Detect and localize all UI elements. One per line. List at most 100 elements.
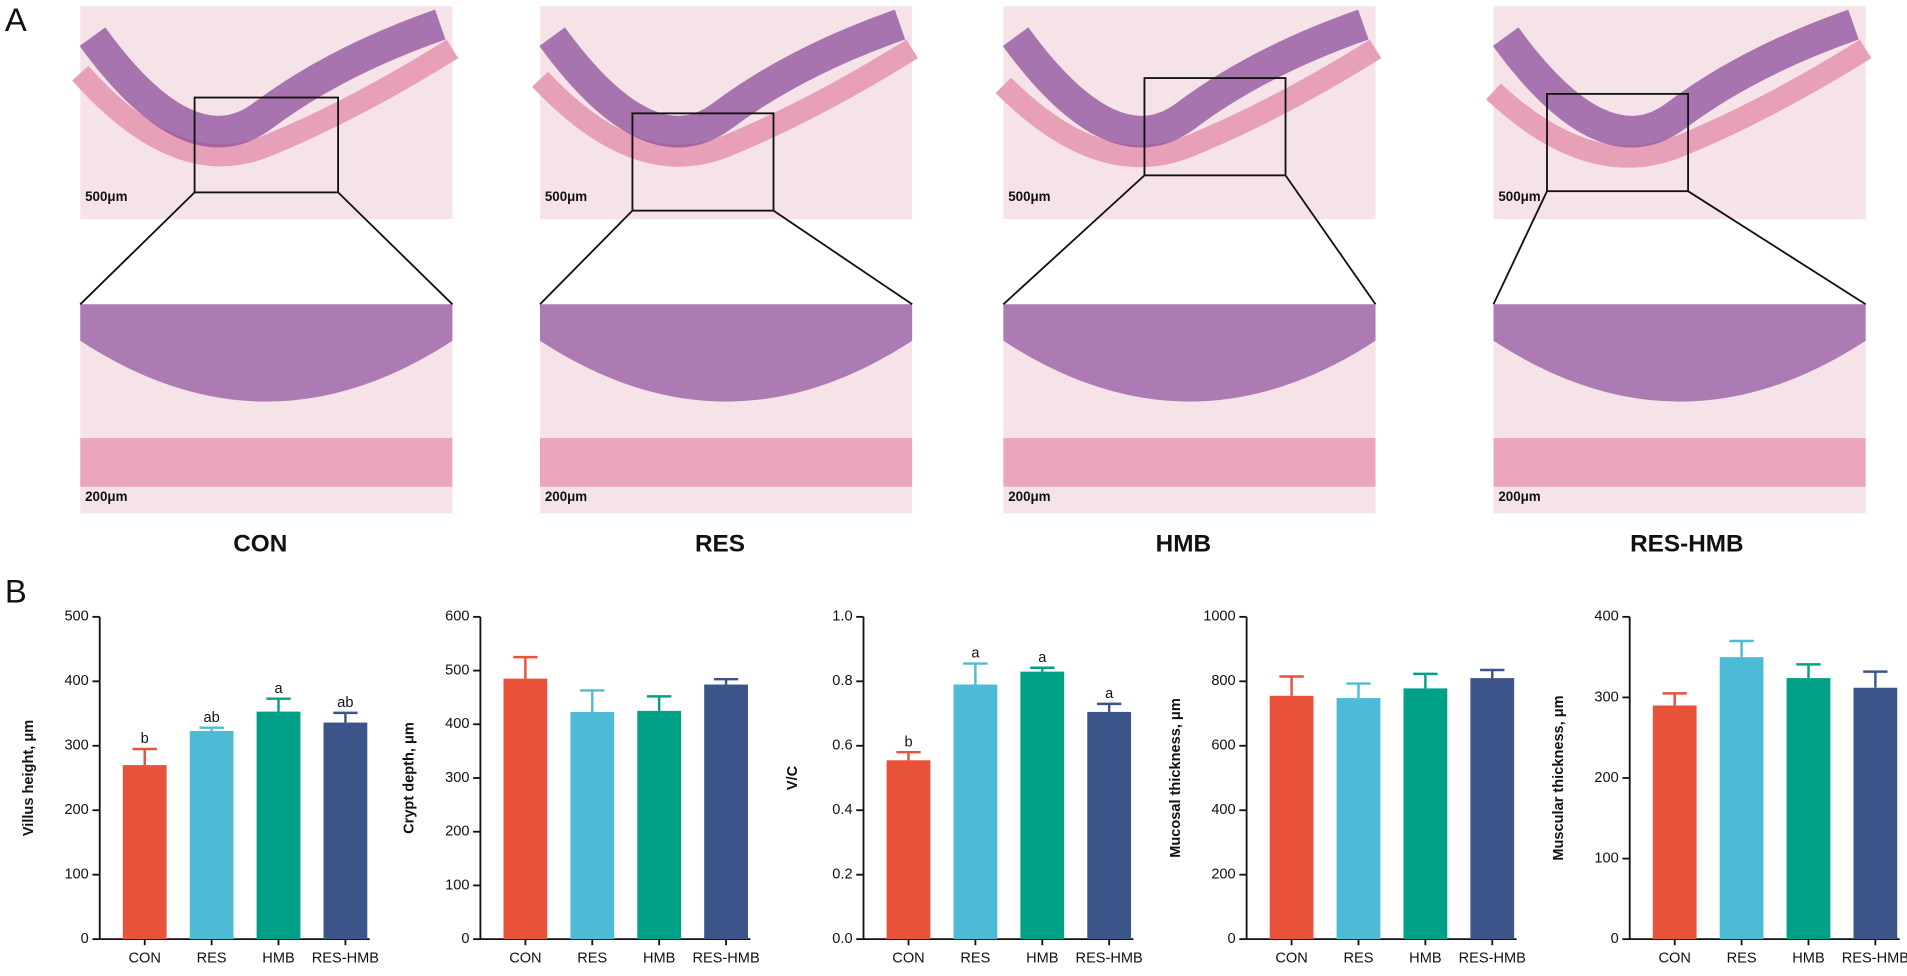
y-tick-label: 200 xyxy=(1211,867,1235,883)
bar xyxy=(1719,657,1764,940)
x-tick-label: RES-HMB xyxy=(692,950,759,966)
bar xyxy=(323,722,368,940)
bar xyxy=(1786,678,1831,940)
group-label: RES-HMB xyxy=(1630,531,1743,558)
x-tick-label: HMB xyxy=(1792,950,1824,966)
panel-label: B xyxy=(5,572,27,609)
mucosa xyxy=(1003,304,1376,402)
bar xyxy=(256,711,301,940)
y-axis-label: Muscular thickness, μm xyxy=(1551,695,1567,860)
y-tick-label: 300 xyxy=(64,738,88,754)
scale-label: 200μm xyxy=(1498,489,1540,504)
tissue xyxy=(532,39,918,167)
y-tick-label: 0 xyxy=(461,931,469,947)
y-tick-label: 100 xyxy=(445,877,469,893)
zoom-line xyxy=(539,209,634,305)
scale-label: 500μm xyxy=(1008,189,1050,204)
y-tick-label: 0.0 xyxy=(832,931,852,947)
x-tick-label: RES-HMB xyxy=(1842,950,1907,966)
x-tick-label: CON xyxy=(892,950,924,966)
y-tick-label: 0.6 xyxy=(832,738,852,754)
x-tick-label: CON xyxy=(509,950,541,966)
bar xyxy=(953,684,998,940)
y-tick-label: 0 xyxy=(1228,931,1236,947)
group-label: HMB xyxy=(1156,531,1211,558)
zoom-box xyxy=(1143,77,1287,177)
bar xyxy=(1269,695,1314,940)
group-label: RES xyxy=(695,531,745,558)
significance-letter: ab xyxy=(204,710,220,726)
x-tick-label: RES-HMB xyxy=(1459,950,1526,966)
significance-letter: b xyxy=(141,731,149,747)
mucosa xyxy=(1492,9,1859,148)
scale-label: 200μm xyxy=(545,489,587,504)
panel-label: A xyxy=(5,1,27,38)
y-axis-label: Crypt depth, μm xyxy=(402,722,418,834)
y-tick-label: 600 xyxy=(1211,738,1235,754)
x-tick-label: CON xyxy=(1275,950,1307,966)
bar xyxy=(1087,711,1132,940)
y-tick-label: 400 xyxy=(1594,609,1618,625)
mucosa xyxy=(539,304,913,402)
bar xyxy=(503,678,548,940)
bar xyxy=(122,765,167,940)
y-tick-label: 200 xyxy=(445,824,469,840)
x-tick-label: RES-HMB xyxy=(1076,950,1143,966)
zoom-line xyxy=(79,191,196,305)
muscle-layer xyxy=(1003,438,1376,487)
x-tick-label: CON xyxy=(1659,950,1691,966)
scale-label: 200μm xyxy=(1008,489,1050,504)
y-tick-label: 400 xyxy=(64,673,88,689)
y-tick-label: 100 xyxy=(1594,850,1618,866)
x-tick-label: RES xyxy=(1344,950,1374,966)
y-tick-label: 300 xyxy=(445,770,469,786)
y-tick-label: 400 xyxy=(1211,802,1235,818)
significance-letter: a xyxy=(1038,650,1047,666)
y-tick-label: 500 xyxy=(64,609,88,625)
scale-label: 500μm xyxy=(1498,189,1540,204)
bar xyxy=(1652,705,1697,940)
scale-label: 500μm xyxy=(85,189,127,204)
scale-label: 200μm xyxy=(85,489,127,504)
x-tick-label: HMB xyxy=(1026,950,1058,966)
significance-letter: a xyxy=(1105,686,1114,702)
y-tick-label: 300 xyxy=(1594,689,1618,705)
tissue xyxy=(995,39,1382,168)
y-tick-label: 200 xyxy=(64,802,88,818)
bar xyxy=(1853,687,1898,940)
zoom-line xyxy=(1002,174,1146,305)
x-tick-label: RES xyxy=(960,950,990,966)
significance-letter: ab xyxy=(337,695,353,711)
mucosa xyxy=(79,9,446,148)
significance-letter: b xyxy=(904,734,912,750)
zoom-line xyxy=(1284,174,1377,305)
zoom-box xyxy=(1546,92,1689,193)
y-tick-label: 0.8 xyxy=(832,673,852,689)
y-axis-label: V/C xyxy=(785,765,801,790)
y-tick-label: 1000 xyxy=(1203,609,1235,625)
y-tick-label: 600 xyxy=(445,609,469,625)
muscle-layer xyxy=(539,438,913,487)
bar xyxy=(637,710,682,940)
mucosa xyxy=(1493,304,1866,402)
zoom-line xyxy=(1687,190,1867,306)
significance-letter: a xyxy=(274,681,283,697)
zoom-box xyxy=(193,96,340,194)
histology-panel: 500μm 200μm CON 500μm 200μm RES 500μm 200μm HMB 5… xyxy=(72,6,1872,558)
bar xyxy=(704,684,748,940)
x-tick-label: HMB xyxy=(262,950,294,966)
zoom-line xyxy=(772,209,913,306)
mucosa xyxy=(80,304,453,402)
y-tick-label: 400 xyxy=(445,716,469,732)
zoom-line xyxy=(1492,190,1548,305)
y-tick-label: 100 xyxy=(64,867,88,883)
bar xyxy=(570,711,615,940)
tissue xyxy=(72,39,459,167)
y-tick-label: 200 xyxy=(1594,770,1618,786)
y-tick-label: 0.2 xyxy=(832,867,852,883)
y-axis-label: Villus height, μm xyxy=(21,720,37,836)
group-label: CON xyxy=(233,531,287,558)
y-tick-label: 1.0 xyxy=(832,609,852,625)
y-tick-label: 800 xyxy=(1211,673,1235,689)
